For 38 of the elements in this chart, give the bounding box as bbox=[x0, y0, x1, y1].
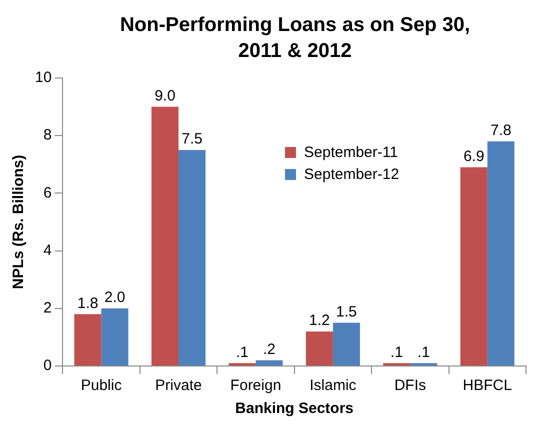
bar bbox=[332, 322, 360, 366]
chart-title: Non-Performing Loans as on Sep 30, 2011 & 2012 bbox=[118, 13, 472, 64]
bar bbox=[74, 314, 102, 366]
x-tick-label: Private bbox=[155, 377, 202, 394]
bar bbox=[487, 141, 514, 366]
bar bbox=[101, 308, 128, 366]
data-label: 1.2 bbox=[309, 312, 330, 330]
data-label: 1.8 bbox=[77, 294, 98, 312]
y-axis-title: NPLs (Rs. Billions) bbox=[10, 154, 28, 290]
y-tick-label: 10 bbox=[34, 69, 52, 86]
y-tick-label: 2 bbox=[43, 300, 52, 317]
y-tick-label: 6 bbox=[43, 184, 52, 202]
data-label: .2 bbox=[262, 340, 276, 358]
data-label: 7.5 bbox=[182, 130, 202, 148]
data-label: 2.0 bbox=[104, 289, 126, 306]
y-tick-label: 4 bbox=[43, 242, 52, 259]
y-tick-label: 0 bbox=[43, 357, 52, 374]
x-tick-label: Foreign bbox=[230, 377, 282, 394]
bar bbox=[306, 331, 333, 366]
bar bbox=[151, 106, 179, 366]
legend-label: September-11 bbox=[304, 144, 398, 161]
data-label: 1.5 bbox=[336, 303, 357, 320]
bar bbox=[460, 167, 488, 366]
x-tick-label: HBFCL bbox=[462, 377, 512, 394]
x-tick-label: DFIs bbox=[394, 377, 426, 394]
data-label: .1 bbox=[417, 344, 430, 361]
legend-label: September-12 bbox=[304, 166, 400, 183]
data-label: 6.9 bbox=[463, 148, 484, 165]
x-tick-label: Public bbox=[80, 377, 122, 394]
data-label: 9.0 bbox=[154, 87, 176, 104]
data-label: .1 bbox=[390, 344, 403, 361]
y-tick-label: 8 bbox=[43, 126, 52, 144]
bar bbox=[178, 150, 206, 366]
x-tick-label: Islamic bbox=[310, 377, 357, 394]
bar bbox=[256, 360, 283, 366]
data-label: 7.8 bbox=[490, 122, 512, 139]
data-label: .1 bbox=[236, 344, 248, 361]
x-axis-title: Banking Sectors bbox=[235, 400, 354, 418]
